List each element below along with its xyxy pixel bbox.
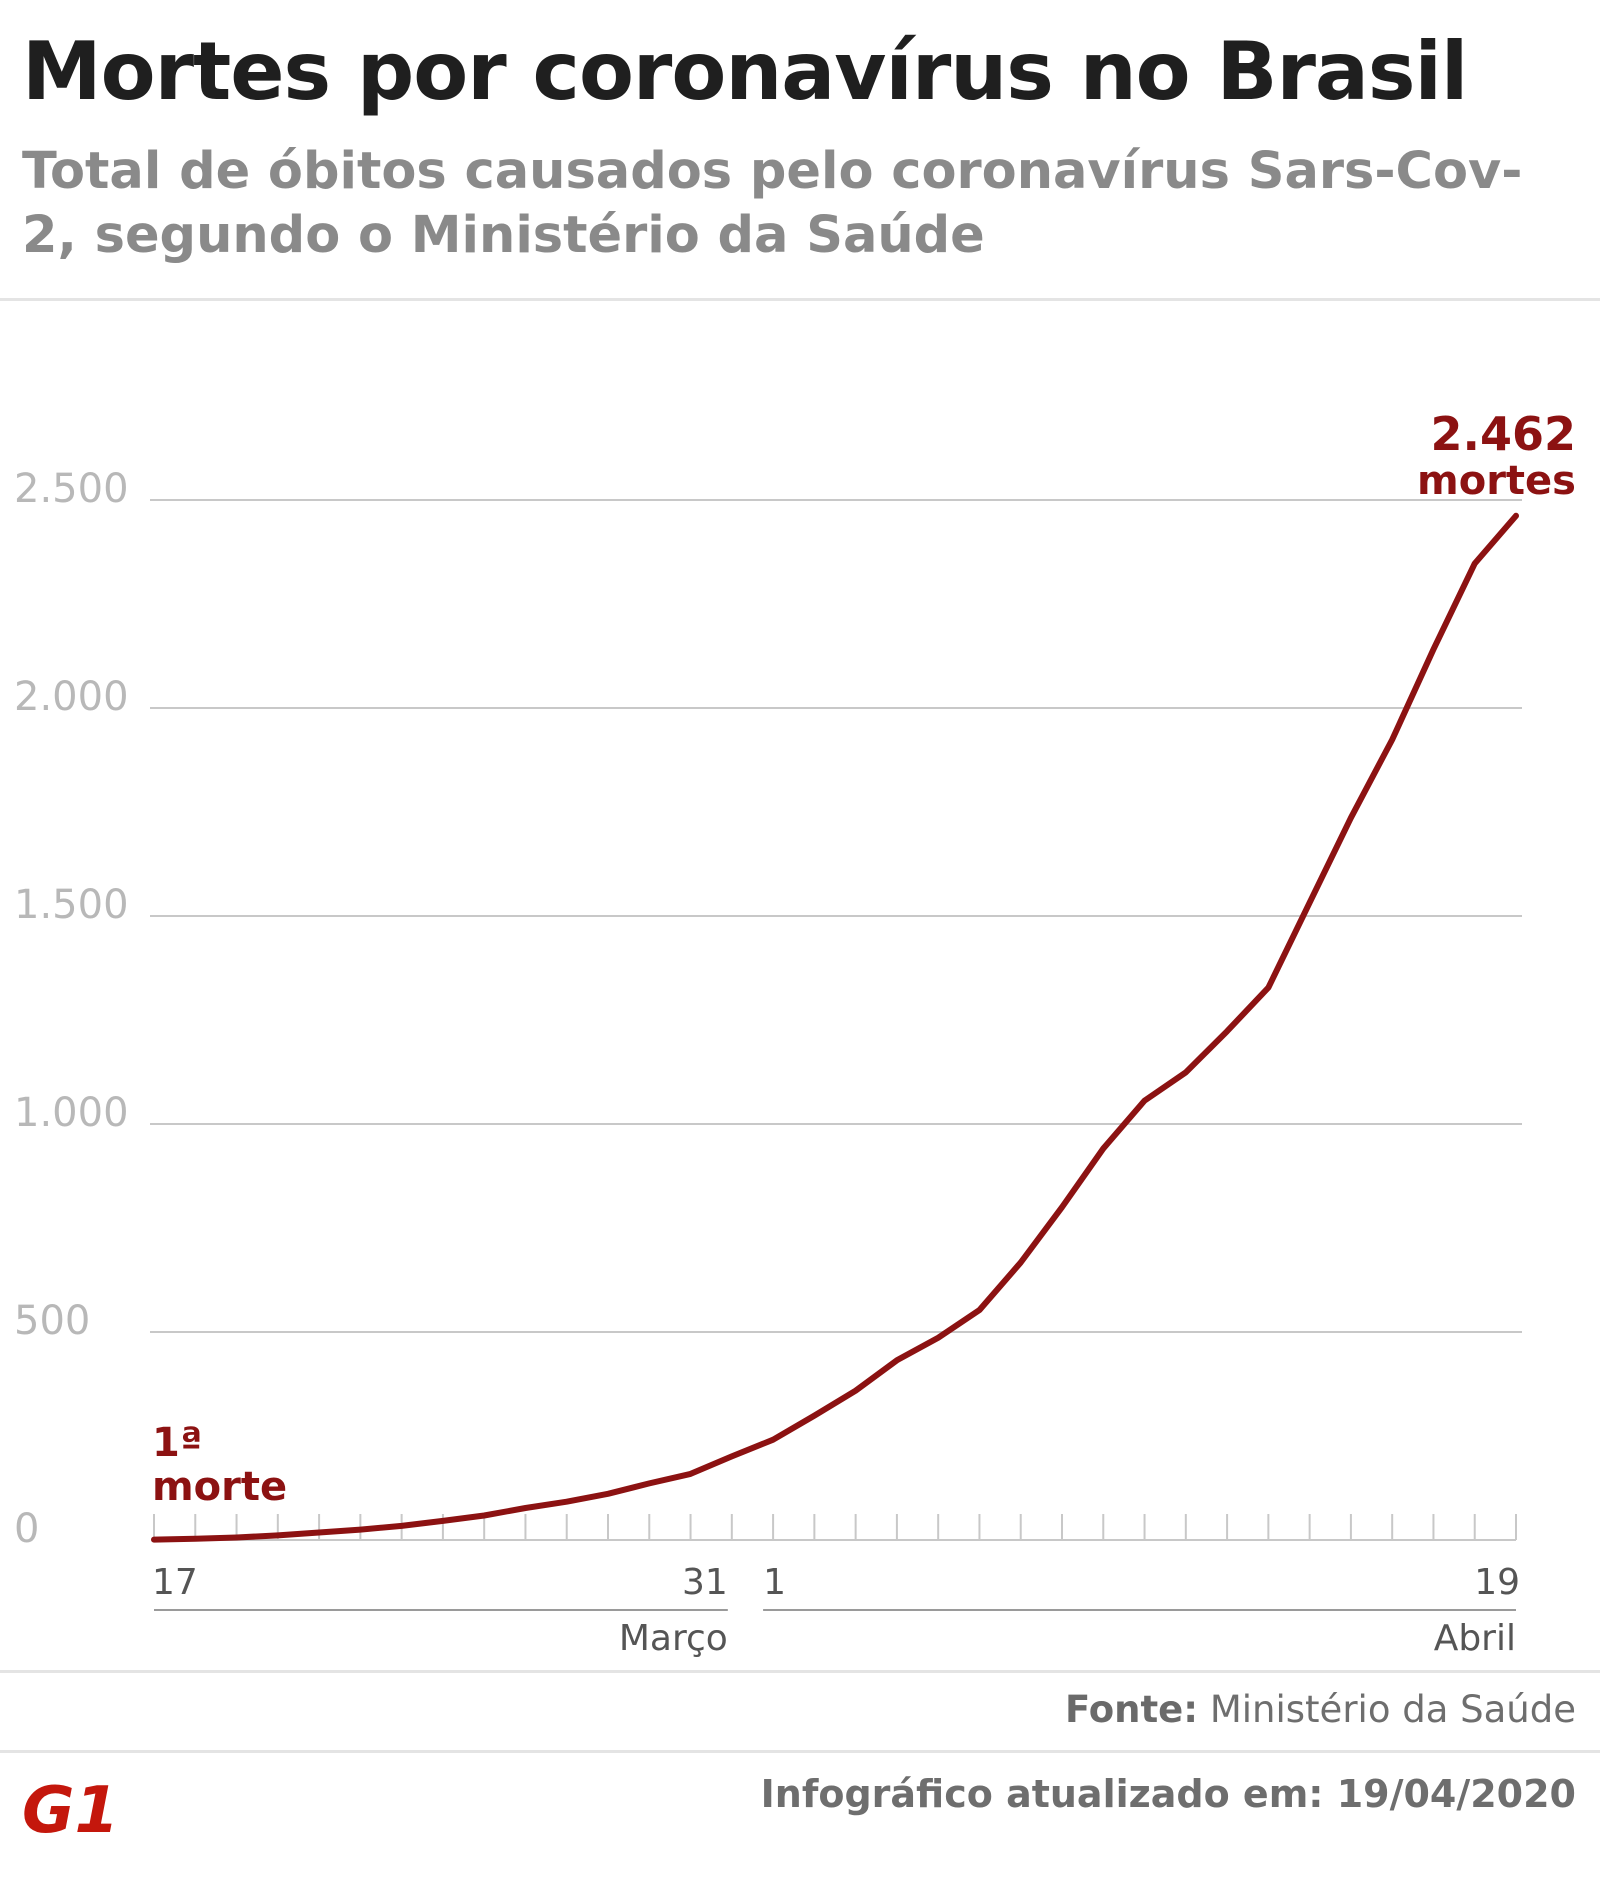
data-point (1348, 815, 1353, 820)
data-point (1514, 513, 1518, 518)
y-tick-label: 1.000 (14, 1090, 129, 1136)
y-axis-tick-labels: 0 500 1.000 1.500 2.000 2.500 (14, 466, 129, 1552)
data-point (564, 1499, 569, 1504)
source-value: Ministério da Saúde (1209, 1688, 1576, 1731)
data-points (152, 513, 1518, 1542)
x-axis: 17 31 1 19 Março Abril (152, 1514, 1520, 1659)
total-annotation-value: 2.462 (1430, 407, 1576, 461)
x-tick-label: 1 (763, 1562, 786, 1603)
data-point (1101, 1146, 1106, 1151)
line-chart: 0 500 1.000 1.500 2.000 2.500 17 31 1 19 Março Abr… (14, 407, 1576, 1659)
data-point (440, 1518, 445, 1523)
x-tick-label: 31 (682, 1562, 728, 1603)
data-point (1225, 1029, 1230, 1034)
data-point (894, 1358, 899, 1363)
data-point (1142, 1098, 1147, 1103)
data-point (234, 1535, 239, 1540)
first-death-annotation-line1: 1ª (152, 1420, 202, 1466)
total-annotation-unit: mortes (1417, 458, 1576, 504)
month-label: Abril (1434, 1618, 1516, 1659)
data-point (358, 1527, 363, 1532)
data-point (1266, 985, 1271, 990)
data-point (1431, 647, 1436, 652)
data-point (688, 1471, 693, 1476)
series-line-deaths (151, 512, 1519, 1543)
footer-divider-top (0, 1670, 1600, 1673)
y-tick-label: 500 (14, 1298, 90, 1344)
header-divider (0, 298, 1600, 301)
data-point (482, 1513, 487, 1518)
grid-lines (150, 499, 1522, 1333)
y-tick-label: 0 (14, 1506, 39, 1552)
data-point (523, 1505, 528, 1510)
data-point (936, 1335, 941, 1340)
data-point (1060, 1205, 1064, 1210)
data-point (853, 1388, 858, 1393)
first-death-annotation-line2: morte (152, 1464, 287, 1510)
data-point (152, 1537, 156, 1542)
data-point (1018, 1260, 1023, 1265)
footer-divider-bottom (0, 1750, 1600, 1753)
y-tick-label: 2.500 (14, 466, 129, 512)
y-tick-label: 2.000 (14, 674, 129, 720)
x-tick-label: 19 (1474, 1562, 1520, 1603)
data-point (193, 1536, 198, 1541)
data-point (275, 1533, 280, 1538)
data-point (729, 1454, 734, 1459)
chart-title: Mortes por coronavírus no Brasil (22, 25, 1468, 118)
source-note: Fonte: Ministério da Saúde (1065, 1688, 1576, 1731)
month-label: Março (619, 1618, 728, 1659)
chart-subtitle: Total de óbitos causados pelo coronavíru… (22, 142, 1523, 265)
data-point (317, 1530, 322, 1535)
g1-logo: G1 (22, 1774, 119, 1840)
x-tick-label: 17 (152, 1562, 198, 1603)
data-point (1307, 900, 1312, 905)
data-point (977, 1307, 982, 1312)
data-point (647, 1481, 652, 1486)
data-point (399, 1523, 404, 1528)
svg-text:G1: G1 (22, 1774, 119, 1840)
data-point (1183, 1070, 1188, 1075)
data-point (771, 1437, 776, 1442)
source-label: Fonte: (1064, 1688, 1199, 1731)
data-point (1472, 561, 1477, 566)
data-point (1390, 737, 1395, 742)
data-point (606, 1491, 610, 1496)
data-point (812, 1413, 817, 1418)
update-note: Infográfico atualizado em: 19/04/2020 (760, 1772, 1576, 1816)
y-tick-label: 1.500 (14, 882, 129, 928)
